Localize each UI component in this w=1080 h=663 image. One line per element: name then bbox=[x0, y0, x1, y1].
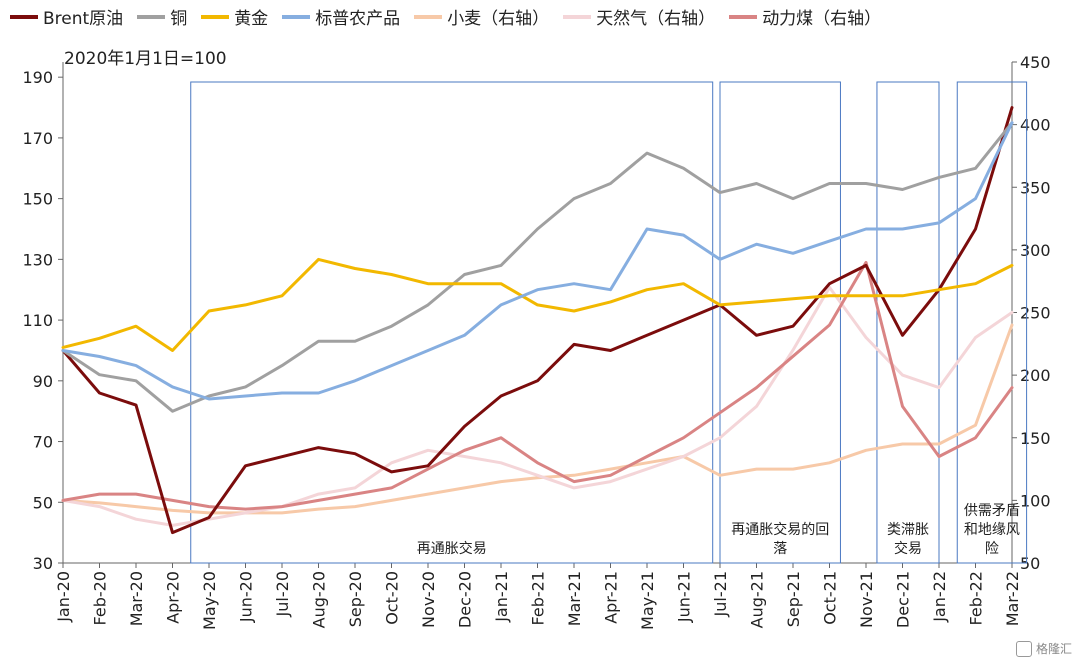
legend-swatch bbox=[201, 14, 230, 19]
x-tick-label: Aug-20 bbox=[310, 571, 329, 628]
legend: Brent原油 铜 黄金 标普农产品 小麦（右轴） 天然气（右轴） 动力煤（右轴） bbox=[10, 4, 895, 29]
legend-item: 黄金 bbox=[201, 4, 268, 29]
legend-label: 天然气（右轴） bbox=[596, 9, 716, 29]
legend-item: 小麦（右轴） bbox=[414, 4, 549, 29]
right-tick-label: 100 bbox=[1020, 491, 1051, 510]
x-tick-label: Jan-20 bbox=[54, 571, 73, 623]
x-tick-label: Aug-21 bbox=[748, 571, 767, 628]
legend-swatch bbox=[563, 14, 592, 19]
regime-box bbox=[190, 81, 714, 564]
x-tick-label: Jul-20 bbox=[273, 571, 292, 617]
regime-box-label: 再通胀交易 bbox=[417, 540, 487, 557]
legend-label: 标普农产品 bbox=[315, 9, 401, 29]
x-tick-label: May-21 bbox=[638, 571, 657, 630]
x-tick-label: Oct-20 bbox=[383, 571, 402, 625]
legend-label: 黄金 bbox=[234, 9, 269, 29]
regime-box-label: 类滞胀交易 bbox=[887, 522, 929, 557]
left-tick-label: 90 bbox=[33, 372, 53, 391]
right-tick-label: 150 bbox=[1020, 429, 1051, 448]
x-tick-label: Jan-21 bbox=[492, 571, 511, 623]
regime-box-label: 再通胀交易的回落 bbox=[731, 521, 829, 557]
right-tick-label: 450 bbox=[1020, 53, 1051, 72]
x-tick-label: Jun-20 bbox=[237, 571, 256, 623]
left-tick-label: 30 bbox=[33, 554, 53, 573]
legend-swatch bbox=[137, 14, 166, 19]
legend-label: 小麦（右轴） bbox=[447, 9, 550, 29]
x-tick-label: Feb-20 bbox=[91, 571, 110, 625]
left-tick-label: 170 bbox=[22, 129, 53, 148]
x-tick-label: Nov-20 bbox=[419, 571, 438, 628]
left-tick-label: 190 bbox=[22, 68, 53, 87]
legend-item: Brent原油 bbox=[10, 4, 123, 29]
watermark-logo-icon bbox=[1015, 640, 1032, 657]
right-tick-label: 200 bbox=[1020, 366, 1051, 385]
x-tick-label: Nov-21 bbox=[857, 571, 876, 628]
left-tick-label: 70 bbox=[33, 433, 53, 452]
x-tick-label: Mar-22 bbox=[1003, 571, 1022, 626]
series-line bbox=[61, 121, 1014, 401]
legend-item: 动力煤（右轴） bbox=[729, 4, 881, 29]
legend-swatch bbox=[729, 14, 758, 19]
x-tick-label: Feb-22 bbox=[967, 571, 986, 625]
right-tick-label: 250 bbox=[1020, 304, 1051, 323]
x-tick-label: Apr-20 bbox=[164, 571, 183, 624]
x-tick-label: Jul-21 bbox=[711, 571, 730, 617]
series-line bbox=[61, 257, 1014, 352]
series-line bbox=[61, 106, 1014, 535]
x-tick-label: Jan-22 bbox=[930, 571, 949, 623]
legend-swatch bbox=[282, 14, 311, 19]
right-tick-label: 400 bbox=[1020, 116, 1051, 135]
series-line bbox=[61, 260, 1014, 511]
x-tick-label: Dec-20 bbox=[456, 571, 475, 628]
right-tick-label: 350 bbox=[1020, 178, 1051, 197]
legend-item: 铜 bbox=[137, 4, 187, 29]
base-note: 2020年1月1日=100 bbox=[64, 49, 227, 69]
x-tick-label: Mar-21 bbox=[565, 571, 584, 626]
legend-label: 动力煤（右轴） bbox=[762, 9, 882, 29]
x-tick-label: May-20 bbox=[200, 571, 219, 630]
x-tick-label: Sep-20 bbox=[346, 571, 365, 627]
x-tick-label: Sep-21 bbox=[784, 571, 803, 627]
left-tick-label: 50 bbox=[33, 493, 53, 512]
legend-item: 天然气（右轴） bbox=[563, 4, 715, 29]
right-tick-label: 300 bbox=[1020, 241, 1051, 260]
right-tick-label: 50 bbox=[1020, 554, 1040, 573]
x-tick-label: Mar-20 bbox=[127, 571, 146, 626]
legend-item: 标普农产品 bbox=[282, 4, 400, 29]
watermark: 格隆汇 bbox=[1015, 640, 1072, 657]
series-line bbox=[61, 121, 1014, 413]
regime-box bbox=[876, 81, 940, 564]
x-tick-label: Jun-21 bbox=[675, 571, 694, 623]
legend-swatch bbox=[414, 14, 443, 19]
regime-box-label: 供需矛盾和地缘风险 bbox=[964, 503, 1020, 557]
watermark-text: 格隆汇 bbox=[1035, 642, 1072, 656]
x-tick-label: Apr-21 bbox=[602, 571, 621, 624]
regime-box bbox=[956, 81, 1028, 564]
left-tick-label: 150 bbox=[22, 190, 53, 209]
legend-label: 铜 bbox=[170, 9, 188, 29]
left-tick-label: 130 bbox=[22, 250, 53, 269]
x-tick-label: Feb-21 bbox=[529, 571, 548, 625]
series-line bbox=[61, 285, 1014, 527]
series-line bbox=[61, 323, 1014, 515]
legend-swatch bbox=[10, 14, 38, 19]
left-tick-label: 110 bbox=[22, 311, 53, 330]
x-tick-label: Oct-21 bbox=[821, 571, 840, 625]
legend-label: Brent原油 bbox=[43, 9, 124, 29]
x-tick-label: Dec-21 bbox=[894, 571, 913, 628]
regime-box bbox=[719, 81, 841, 564]
